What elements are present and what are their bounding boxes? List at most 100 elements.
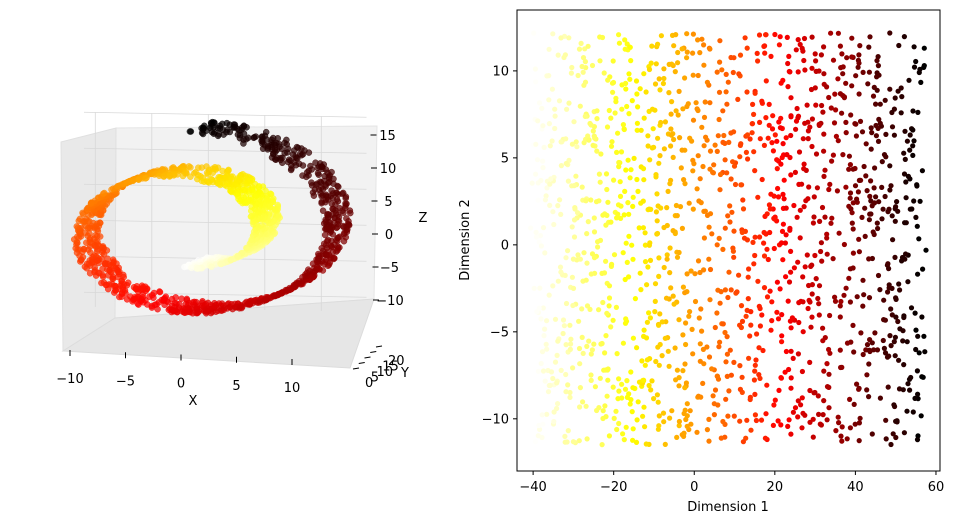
data-point <box>890 237 896 243</box>
data-point <box>623 167 629 173</box>
data-point <box>321 231 329 239</box>
data-point <box>626 274 632 280</box>
data-point <box>628 397 634 403</box>
data-point <box>744 132 751 138</box>
data-point <box>623 80 629 86</box>
data-point <box>714 69 720 75</box>
data-point <box>783 348 790 355</box>
data-point <box>890 431 896 437</box>
data-point <box>656 76 662 82</box>
data-point <box>795 398 801 404</box>
data-point <box>891 106 898 112</box>
data-point <box>707 297 713 303</box>
data-point <box>720 108 726 114</box>
data-point <box>801 204 807 210</box>
data-point <box>634 91 640 97</box>
data-point <box>630 335 637 341</box>
data-point <box>762 43 768 49</box>
data-point <box>616 420 622 427</box>
data-point <box>913 214 919 220</box>
data-point <box>756 32 763 38</box>
data-point <box>552 106 558 112</box>
data-point <box>800 329 806 335</box>
data-point <box>563 255 569 261</box>
data-point <box>851 349 857 355</box>
data-point <box>642 230 648 236</box>
data-point <box>656 362 662 368</box>
data-point <box>645 264 651 270</box>
data-point <box>558 269 564 275</box>
data-point <box>869 431 875 437</box>
data-point <box>687 135 693 141</box>
data-point <box>898 85 904 91</box>
data-point <box>571 217 578 223</box>
data-point <box>840 152 846 158</box>
data-point <box>807 359 813 365</box>
x-tick-label: 10 <box>284 381 301 396</box>
data-point <box>642 424 648 430</box>
data-point <box>786 53 792 60</box>
data-point <box>752 168 758 174</box>
data-point <box>720 139 726 145</box>
data-point <box>641 115 647 121</box>
y-tick-label: 5 <box>501 151 509 166</box>
data-point <box>662 119 669 125</box>
data-point <box>537 426 543 432</box>
data-point <box>783 205 789 211</box>
data-point <box>900 387 906 393</box>
data-point <box>821 368 827 374</box>
data-point <box>854 294 860 300</box>
data-point <box>584 436 590 442</box>
data-point <box>669 99 675 105</box>
data-point <box>839 110 845 116</box>
y-axis-label: Dimension 2 <box>458 199 473 281</box>
data-point <box>770 113 776 119</box>
data-point <box>585 43 591 49</box>
data-point <box>566 35 572 41</box>
data-point <box>840 71 846 77</box>
data-point <box>899 254 906 261</box>
data-point <box>668 285 674 291</box>
data-point <box>701 42 707 48</box>
data-point <box>788 375 794 381</box>
data-point <box>668 111 674 117</box>
data-point <box>857 43 863 49</box>
data-point <box>547 181 553 187</box>
data-point <box>630 194 636 200</box>
data-point <box>635 188 641 194</box>
data-point <box>857 415 863 421</box>
data-point <box>812 85 818 91</box>
data-point <box>750 239 756 245</box>
data-point <box>608 324 614 330</box>
data-point <box>652 281 659 287</box>
data-point <box>729 209 735 215</box>
data-point <box>343 215 350 222</box>
data-point <box>739 229 745 235</box>
data-point <box>673 31 679 38</box>
data-point <box>910 143 916 149</box>
data-point <box>814 185 821 191</box>
data-point <box>603 414 609 420</box>
data-point <box>903 195 909 201</box>
data-point <box>704 137 710 143</box>
y-tick-label: −10 <box>482 412 509 427</box>
data-point <box>690 72 696 78</box>
data-point <box>837 91 844 97</box>
data-point <box>699 36 705 42</box>
data-point <box>558 163 565 169</box>
z-tick-label: −10 <box>376 294 403 309</box>
data-point <box>673 108 679 114</box>
data-point <box>692 298 699 305</box>
data-point <box>788 348 794 354</box>
data-point <box>546 121 553 127</box>
data-point <box>647 257 654 263</box>
data-point <box>877 120 883 126</box>
data-point <box>582 113 588 119</box>
data-point <box>634 127 640 133</box>
data-point <box>605 77 611 83</box>
data-point <box>839 424 845 430</box>
data-point <box>701 235 708 241</box>
data-point <box>94 194 102 201</box>
data-point <box>585 219 591 225</box>
